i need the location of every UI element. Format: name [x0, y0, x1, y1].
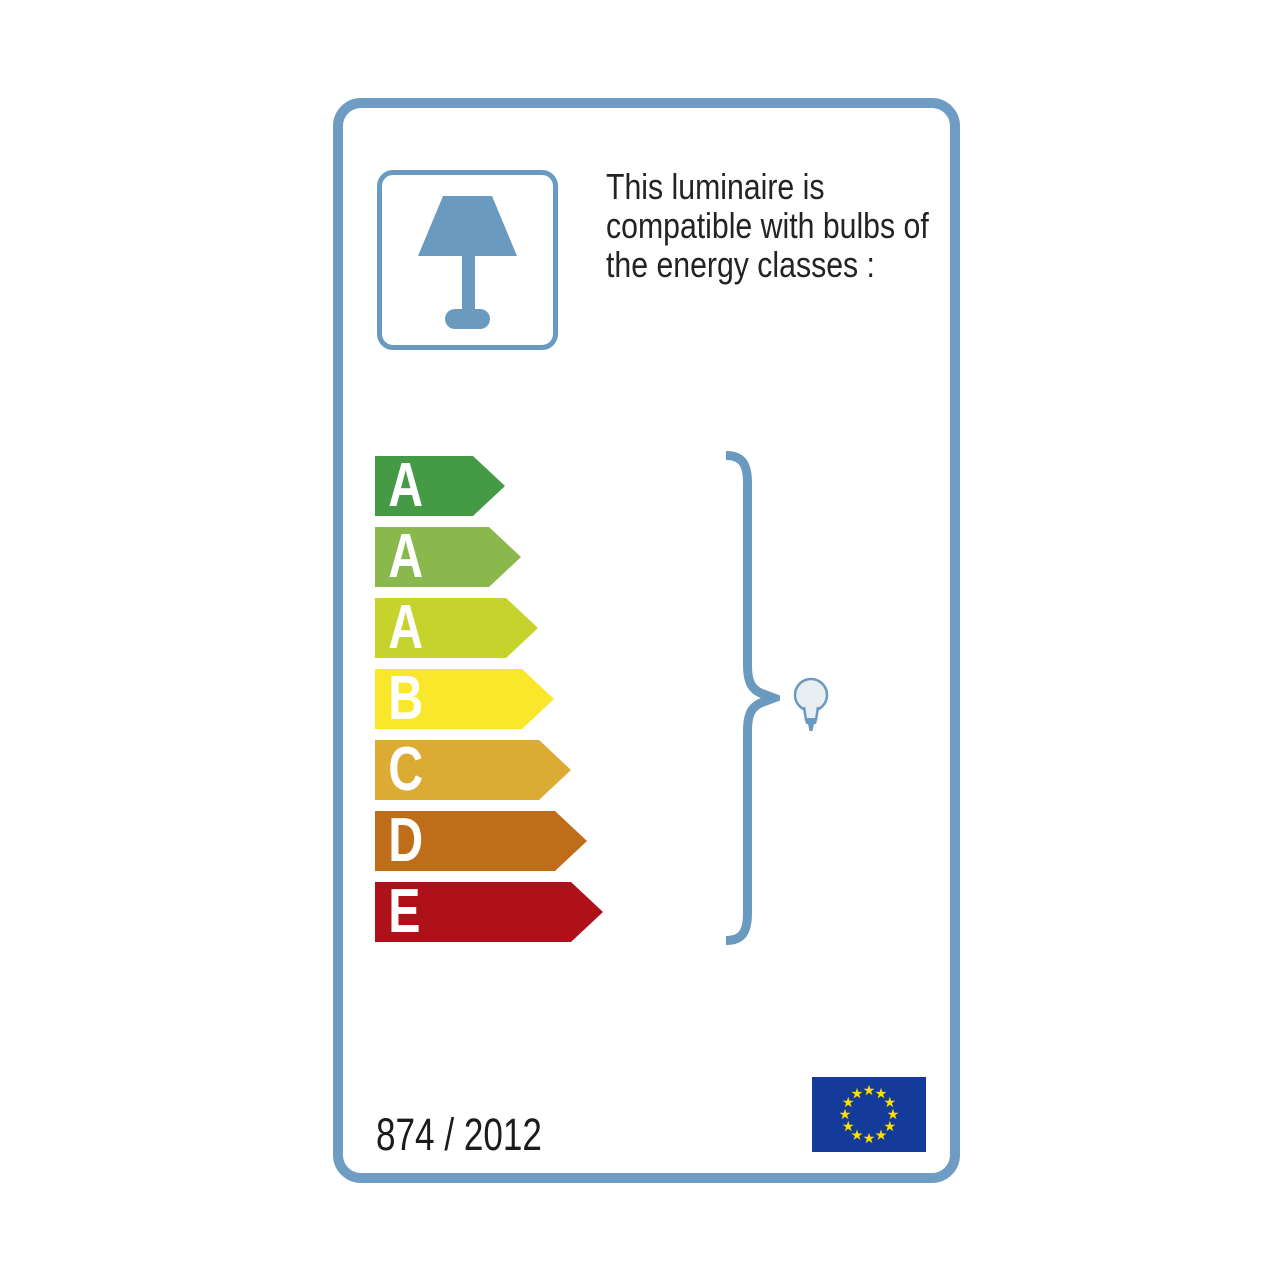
eu-flag-star [842, 1096, 854, 1108]
energy-class-arrow-4: B [375, 669, 554, 729]
eu-flag-star [863, 1084, 875, 1096]
table-lamp-icon [418, 196, 517, 329]
energy-class-arrow-7: E [375, 882, 603, 942]
energy-class-arrow-3: A [375, 598, 538, 658]
energy-class-letter: A [388, 593, 424, 662]
energy-class-arrow-6: D [375, 811, 587, 871]
eu-flag-star [842, 1120, 854, 1132]
compatibility-text-line3: the energy classes : [606, 244, 875, 285]
eu-flag-star [863, 1132, 875, 1144]
energy-class-arrow-2: A [375, 527, 521, 587]
eu-flag-star [884, 1096, 896, 1108]
energy-class-arrow-5: C [375, 740, 571, 800]
eu-flag-star [875, 1087, 887, 1099]
compatibility-text-line1: This luminaire is [606, 166, 825, 207]
eu-flag-star [887, 1108, 899, 1120]
eu-flag-star [839, 1108, 851, 1120]
energy-class-letter: D [388, 806, 424, 875]
energy-class-letter: A [388, 451, 424, 520]
regulation-number: 874 / 2012 [376, 1109, 542, 1160]
energy-class-letter: B [388, 664, 424, 733]
eu-flag-star [851, 1129, 863, 1140]
eu-flag [812, 1077, 926, 1152]
energy-class-letter: E [388, 877, 421, 946]
luminaire-icon-box [377, 170, 558, 350]
eu-flag-star [875, 1129, 887, 1140]
brace-icon [725, 451, 780, 945]
energy-class-letter: A [388, 522, 424, 591]
eu-flag-stars [839, 1084, 899, 1144]
compatibility-text-line2: compatible with bulbs of [606, 205, 929, 246]
light-bulb-icon [793, 677, 829, 731]
eu-flag-star [851, 1087, 863, 1099]
energy-class-arrow-1: A [375, 456, 505, 516]
compatibility-text: This luminaire is compatible with bulbs … [606, 167, 959, 284]
energy-class-letter: C [388, 735, 424, 804]
eu-flag-star [884, 1120, 896, 1132]
